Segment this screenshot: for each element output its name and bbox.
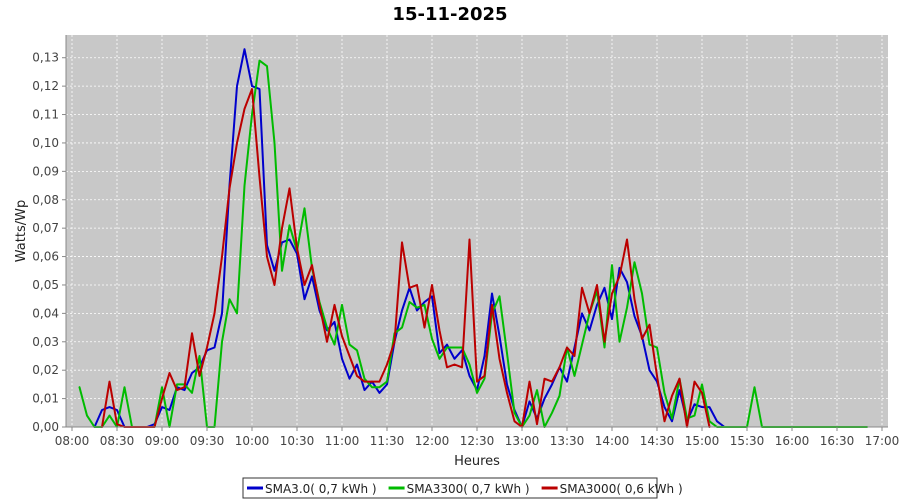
series-layer bbox=[78, 48, 868, 428]
legend: SMA3.0( 0,7 kWh ) SMA3300( 0,7 kWh ) SMA30… bbox=[242, 477, 683, 499]
x-tick-label: 16:00 bbox=[775, 434, 810, 448]
y-tick-label: 0,10 bbox=[32, 136, 59, 150]
x-tick-label: 17:00 bbox=[865, 434, 900, 448]
x-tick-label: 16:30 bbox=[820, 434, 855, 448]
x-axis-ticks: 08:00 08:30 09:00 09:30 10:00 10:30 11:00 11:30… bbox=[55, 427, 900, 448]
y-tick-label: 0,01 bbox=[32, 392, 59, 406]
y-tick-label: 0,05 bbox=[32, 278, 59, 292]
x-tick-label: 11:00 bbox=[325, 434, 360, 448]
chart-title: 15-11-2025 bbox=[392, 4, 507, 25]
x-tick-label: 09:00 bbox=[145, 434, 180, 448]
y-tick-label: 0,07 bbox=[32, 221, 59, 235]
y-tick-label: 0,02 bbox=[32, 363, 59, 377]
legend-label: SMA3000( 0,6 kWh ) bbox=[560, 482, 683, 496]
x-tick-label: 09:30 bbox=[190, 434, 225, 448]
x-tick-label: 10:30 bbox=[280, 434, 315, 448]
y-tick-label: 0,09 bbox=[32, 164, 59, 178]
legend-label: SMA3300( 0,7 kWh ) bbox=[407, 482, 530, 496]
y-axis-ticks: 0,00 0,01 0,02 0,03 0,04 0,05 0,06 0,07 0,08 0,09… bbox=[32, 51, 66, 434]
y-tick-label: 0,03 bbox=[32, 335, 59, 349]
y-tick-label: 0,00 bbox=[32, 420, 59, 434]
x-tick-label: 08:00 bbox=[55, 434, 90, 448]
y-axis-label: Watts/Wp bbox=[14, 200, 29, 262]
y-tick-label: 0,13 bbox=[32, 51, 59, 65]
y-tick-label: 0,12 bbox=[32, 79, 59, 93]
x-tick-label: 14:00 bbox=[595, 434, 630, 448]
legend-label: SMA3.0( 0,7 kWh ) bbox=[265, 482, 377, 496]
x-tick-label: 10:00 bbox=[235, 434, 270, 448]
x-tick-label: 12:00 bbox=[415, 434, 450, 448]
x-tick-label: 11:30 bbox=[370, 434, 405, 448]
x-tick-label: 15:30 bbox=[730, 434, 765, 448]
x-tick-label: 15:00 bbox=[685, 434, 720, 448]
x-tick-label: 13:00 bbox=[505, 434, 540, 448]
x-tick-label: 14:30 bbox=[640, 434, 675, 448]
series-line-3 bbox=[101, 88, 711, 428]
y-tick-label: 0,06 bbox=[32, 250, 59, 264]
y-tick-label: 0,04 bbox=[32, 306, 59, 320]
y-tick-label: 0,11 bbox=[32, 108, 59, 122]
x-tick-label: 13:30 bbox=[550, 434, 585, 448]
x-tick-label: 08:30 bbox=[100, 434, 135, 448]
x-tick-label: 12:30 bbox=[460, 434, 495, 448]
vertical-gridlines bbox=[71, 35, 883, 427]
legend-box bbox=[242, 477, 658, 499]
x-axis-label: Heures bbox=[454, 454, 500, 469]
series-line-2 bbox=[78, 59, 868, 428]
y-tick-label: 0,08 bbox=[32, 193, 59, 207]
